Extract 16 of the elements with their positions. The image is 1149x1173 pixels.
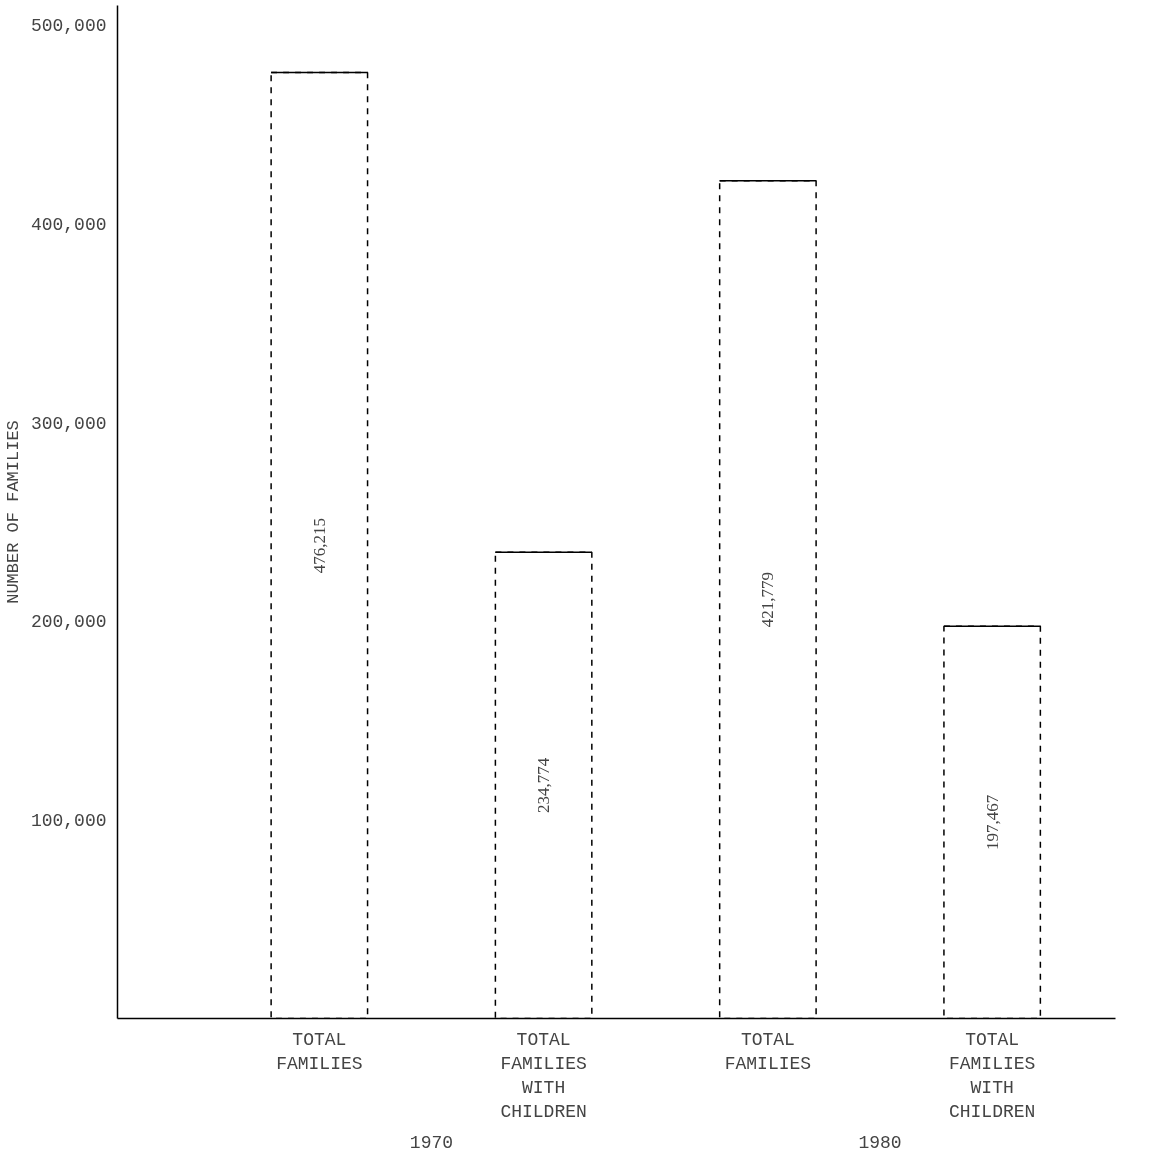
data-label: 234,774: [534, 757, 554, 813]
y-tick-label: 400,000: [30, 214, 107, 235]
y-tick-label: 500,000: [30, 16, 107, 37]
x-tick-label: TOTAL FAMILIES: [276, 1029, 363, 1074]
x-tick-label: TOTAL FAMILIES WITH CHILDREN: [948, 1029, 1036, 1122]
text: 1970: [409, 1132, 454, 1153]
x-tick-label: TOTAL FAMILIES: [724, 1029, 812, 1074]
y-tick-label: 300,000: [30, 413, 107, 434]
data-label: 476,215: [309, 517, 329, 574]
y-tick-label: 200,000: [30, 612, 107, 633]
data-label: 421,779: [758, 571, 778, 628]
x-tick-label: TOTAL FAMILIES WITH CHILDREN: [500, 1029, 587, 1122]
data-label: 197,467: [982, 794, 1002, 851]
text: 1980: [858, 1132, 902, 1153]
y-tick-label: 100,000: [30, 810, 107, 831]
y-axis-title: NUMBER OF FAMILIES: [3, 420, 23, 604]
